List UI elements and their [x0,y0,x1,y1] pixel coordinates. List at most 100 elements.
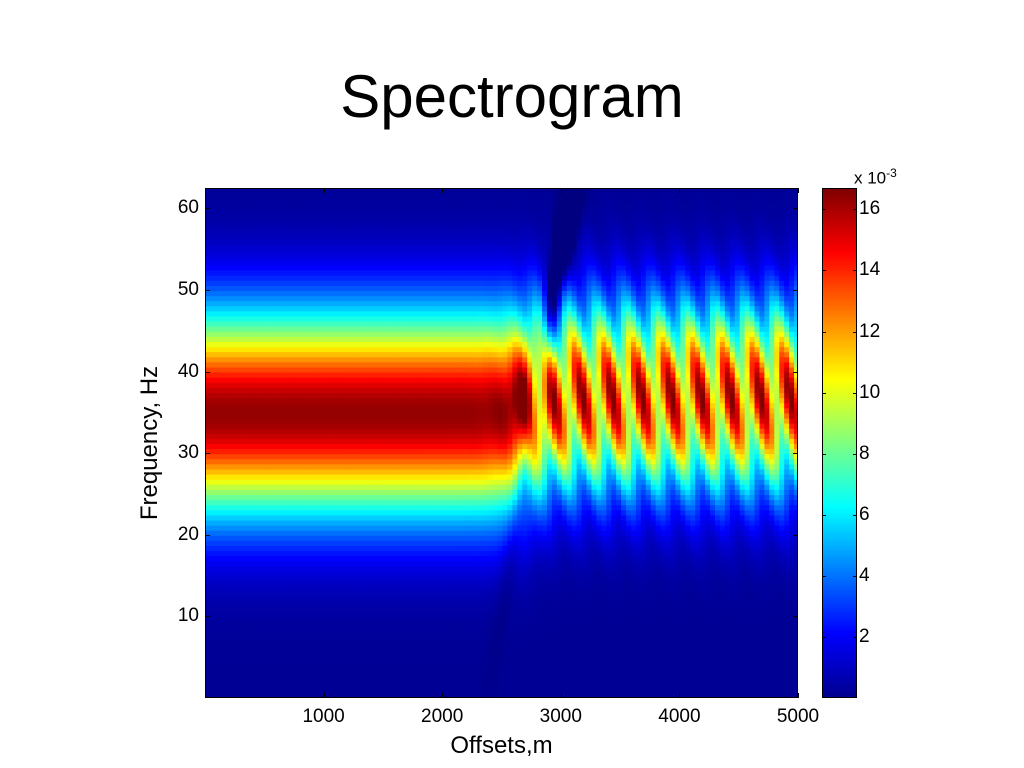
heatmap-cell [315,612,321,618]
heatmap-cell [226,602,232,608]
heatmap-cell [384,648,390,654]
heatmap-cell [231,597,237,603]
heatmap-cell [221,368,227,374]
heatmap-cell [280,230,286,236]
heatmap-cell [246,291,252,297]
heatmap-cell [216,352,222,358]
heatmap-cell [285,398,291,404]
heatmap-cell [226,541,232,547]
heatmap-cell [404,495,410,501]
heatmap-cell [300,424,306,430]
heatmap-cell [305,597,311,603]
heatmap-cell [433,541,439,547]
heatmap-cell [389,245,395,251]
heatmap-cell [339,643,345,649]
heatmap-cell [221,643,227,649]
heatmap-cell [236,194,242,200]
heatmap-cell [418,317,424,323]
heatmap-cell [275,189,281,195]
heatmap-cell [226,653,232,659]
heatmap-cell [315,225,321,231]
heatmap-cell [211,403,217,409]
heatmap-cell [394,663,400,669]
heatmap-cell [315,505,321,511]
heatmap-cell [399,495,405,501]
heatmap-cell [231,362,237,368]
heatmap-cell [334,521,340,527]
heatmap-cell [295,495,301,501]
heatmap-cell [241,643,247,649]
heatmap-cell [409,378,415,384]
heatmap-cell [236,490,242,496]
heatmap-cell [285,281,291,287]
heatmap-cell [438,240,444,246]
heatmap-cell [374,607,380,613]
heatmap-cell [354,317,360,323]
heatmap-cell [359,266,365,272]
heatmap-cell [409,439,415,445]
heatmap-cell [330,245,336,251]
heatmap-cell [334,230,340,236]
heatmap-cell [300,439,306,445]
heatmap-cell [295,439,301,445]
heatmap-cell [300,204,306,210]
heatmap-cell [250,434,256,440]
heatmap-cell [285,668,291,674]
heatmap-cell [414,383,420,389]
heatmap-cell [399,510,405,516]
heatmap-cell [315,597,321,603]
heatmap-cell [206,225,212,231]
heatmap-cell [404,505,410,511]
heatmap-cell [241,439,247,445]
heatmap-cell [433,230,439,236]
heatmap-cell [423,464,429,470]
heatmap-cell [438,327,444,333]
heatmap-cell [414,694,420,698]
heatmap-cell [389,204,395,210]
heatmap-cell [221,383,227,389]
heatmap-cell [290,199,296,205]
heatmap-cell [448,204,454,210]
heatmap-cell [270,337,276,343]
heatmap-cell [364,281,370,287]
heatmap-cell [285,694,291,698]
heatmap-cell [399,337,405,343]
heatmap-cell [423,515,429,521]
heatmap-cell [275,449,281,455]
heatmap-cell [404,429,410,435]
heatmap-cell [246,480,252,486]
heatmap-cell [404,281,410,287]
heatmap-cell [270,617,276,623]
heatmap-cell [285,617,291,623]
heatmap-cell [369,638,375,644]
heatmap-cell [226,286,232,292]
heatmap-cell [364,643,370,649]
heatmap-cell [300,342,306,348]
heatmap-cell [275,357,281,363]
heatmap-cell [409,322,415,328]
heatmap-cell [315,490,321,496]
heatmap-cell [448,623,454,629]
heatmap-cell [295,592,301,598]
heatmap-cell [443,587,449,593]
heatmap-cell [364,408,370,414]
heatmap-cell [305,296,311,302]
heatmap-cell [369,413,375,419]
heatmap-cell [438,623,444,629]
heatmap-cell [354,408,360,414]
heatmap-cell [265,393,271,399]
heatmap-cell [359,209,365,215]
heatmap-cell [260,454,266,460]
heatmap-cell [250,674,256,680]
heatmap-cell [374,347,380,353]
heatmap-cell [231,378,237,384]
heatmap-cell [409,464,415,470]
heatmap-cell [280,643,286,649]
heatmap-cell [404,327,410,333]
heatmap-cell [404,561,410,567]
heatmap-cell [305,694,311,698]
heatmap-cell [285,419,291,425]
heatmap-cell [255,439,261,445]
heatmap-cell [270,546,276,552]
heatmap-cell [409,617,415,623]
